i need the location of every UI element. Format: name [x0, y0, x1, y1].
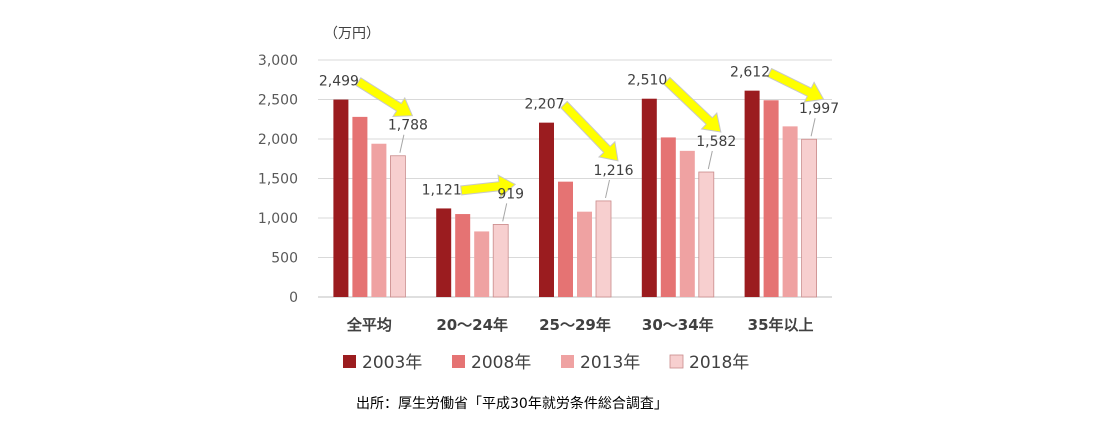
bar: [595, 200, 612, 298]
legend-label: 2018年: [689, 353, 749, 373]
bar: [698, 171, 715, 298]
y-tick-label: 2,500: [258, 93, 298, 109]
bar: [782, 126, 798, 297]
bar: [763, 100, 779, 297]
y-tick-label: 1,500: [258, 172, 298, 188]
bar: [352, 116, 368, 297]
y-tick-label: 1,000: [258, 211, 298, 227]
data-label: 919: [497, 186, 524, 202]
bar: [389, 155, 406, 298]
category-label: 30～34年: [642, 316, 714, 334]
bar: [801, 138, 817, 298]
trend-arrow: [662, 76, 722, 133]
trend-arrow: [766, 67, 825, 103]
bar: [679, 150, 695, 297]
trend-arrow: [560, 100, 619, 162]
bar: [436, 208, 452, 297]
y-tick-label: 3,000: [258, 53, 298, 69]
legend-swatch: [452, 355, 465, 368]
data-label-leader: [605, 179, 610, 199]
category-labels: 全平均 20～24年 25～29年 30～34年 35年以上: [346, 316, 814, 334]
legend-swatch: [343, 355, 356, 368]
data-label: 1,121: [422, 182, 462, 198]
data-label: 2,510: [627, 73, 667, 89]
bar: [371, 143, 387, 297]
bar: [558, 181, 573, 297]
bar: [333, 99, 349, 297]
y-axis-ticks: 0 500 1,000 1,500 2,000 2,500 3,000: [258, 53, 298, 306]
legend-label: 2013年: [580, 353, 640, 373]
category-label: 35年以上: [748, 316, 814, 334]
bar: [492, 223, 509, 298]
bar: [641, 98, 657, 298]
data-label: 1,997: [799, 101, 839, 117]
bar: [455, 214, 471, 297]
trend-arrow: [460, 174, 517, 199]
bar: [660, 137, 676, 297]
data-label-leader: [810, 118, 816, 137]
bars: [333, 90, 817, 298]
legend-label: 2003年: [362, 353, 422, 373]
data-labels: 2,499 1,788 1,121 919 2,207 1,216 2,510 1,582 2,…: [319, 65, 839, 222]
source-note: 出所：厚生労働省「平成30年就労条件総合調査」: [356, 395, 668, 412]
category-label: 20～24年: [436, 316, 508, 334]
category-label: 25～29年: [539, 316, 611, 334]
category-label: 全平均: [346, 316, 392, 334]
y-unit-label: （万円）: [324, 26, 380, 42]
bar: [744, 90, 760, 297]
bar: [539, 122, 554, 297]
data-label: 2,499: [319, 74, 359, 90]
trend-arrow: [355, 77, 414, 118]
data-label-leader: [707, 150, 713, 170]
data-label: 1,788: [388, 118, 428, 134]
y-tick-label: 500: [271, 251, 298, 267]
bar: [474, 231, 490, 297]
legend: 2003年 2008年 2013年 2018年: [343, 353, 749, 373]
data-label: 2,612: [730, 65, 770, 81]
legend-swatch: [561, 355, 574, 368]
data-label: 1,216: [593, 163, 633, 179]
legend-swatch: [669, 354, 684, 369]
data-label: 2,207: [524, 97, 564, 113]
data-label-leader: [502, 203, 508, 222]
trend-arrows: [355, 67, 825, 199]
y-tick-label: 0: [289, 290, 298, 306]
data-label-leader: [399, 134, 405, 153]
legend-label: 2008年: [471, 353, 531, 373]
y-tick-label: 2,000: [258, 132, 298, 148]
data-label: 1,582: [696, 134, 736, 150]
bar: [577, 211, 592, 297]
